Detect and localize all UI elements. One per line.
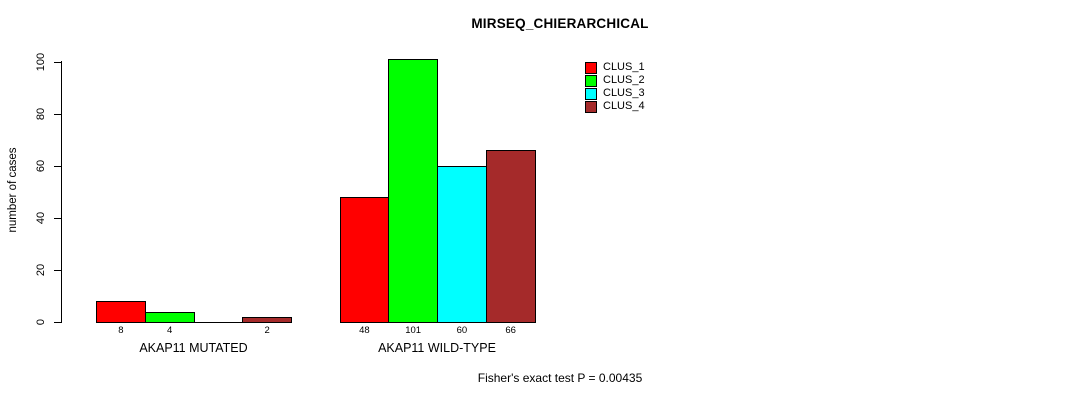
y-tick-label: 80 [35, 107, 47, 120]
bar-clus_4 [242, 316, 292, 323]
legend-label: CLUS_3 [603, 87, 645, 99]
x-category-label: AKAP11 WILD-TYPE [378, 341, 496, 355]
bar-value-label: 66 [505, 325, 516, 336]
y-tick-mark [54, 217, 61, 219]
bar-clus_3 [437, 165, 487, 323]
legend-label: CLUS_1 [603, 61, 645, 73]
legend: CLUS_1 CLUS_2 CLUS_3 CLUS_4 [585, 61, 645, 113]
bar-clus_4 [485, 150, 536, 323]
y-axis-label: number of cases [7, 147, 19, 233]
legend-item: CLUS_1 [585, 61, 645, 74]
y-tick-label: 40 [35, 211, 47, 224]
bar-value-label: 48 [359, 325, 370, 336]
annotation-text: Fisher's exact test P = 0.00435 [477, 371, 643, 385]
bar-clus_3-zero [193, 322, 244, 323]
bar-value-label: 2 [264, 325, 270, 336]
bar-clus_1 [339, 197, 390, 323]
legend-item: CLUS_2 [585, 74, 645, 87]
y-tick-mark [54, 322, 61, 323]
legend-item: CLUS_4 [585, 100, 645, 113]
legend-swatch [585, 61, 597, 74]
bar-value-label: 101 [405, 325, 422, 336]
bar-clus_1 [96, 301, 146, 323]
bar-value-label: 60 [456, 325, 468, 336]
bar-value-label: 8 [118, 325, 124, 336]
legend-item: CLUS_3 [585, 87, 645, 100]
legend-label: CLUS_4 [603, 100, 645, 112]
legend-swatch [585, 100, 597, 113]
legend-label: CLUS_2 [603, 74, 645, 86]
y-tick-mark [54, 61, 61, 63]
y-tick-mark [54, 165, 61, 167]
bar-clus_2 [144, 311, 195, 323]
chart-title: MIRSEQ_CHIERARCHICAL [471, 16, 649, 31]
legend-swatch [585, 74, 597, 87]
bar-value-label: 4 [166, 325, 173, 336]
y-tick-label: 60 [35, 159, 47, 172]
y-tick-label: 0 [35, 318, 47, 326]
y-tick-label: 20 [35, 263, 47, 277]
legend-swatch [585, 87, 597, 100]
bar-clus_2 [388, 58, 438, 323]
y-tick-mark [54, 269, 61, 271]
y-axis [61, 61, 62, 323]
y-tick-label: 100 [35, 52, 47, 71]
x-category-label: AKAP11 MUTATED [139, 341, 248, 355]
y-tick-mark [54, 113, 61, 115]
